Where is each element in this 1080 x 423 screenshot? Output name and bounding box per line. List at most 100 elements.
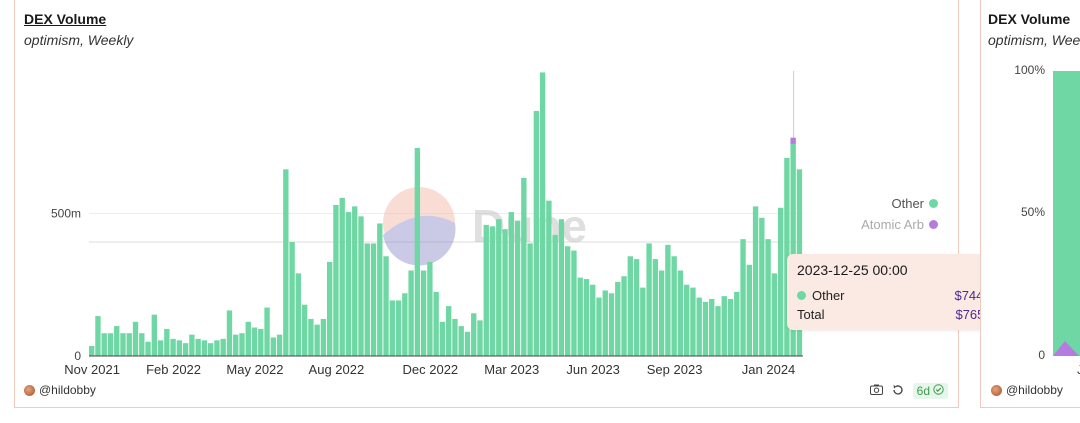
bar-other[interactable] [402,293,408,356]
bar-other[interactable] [702,301,709,356]
bar-other[interactable] [345,212,352,356]
bar-other[interactable] [276,334,283,357]
bar-other[interactable] [721,296,727,356]
bar-other[interactable] [577,277,583,357]
bar-other[interactable] [295,273,302,356]
bar-other[interactable] [395,300,402,357]
bar-other[interactable] [521,177,527,357]
refresh-age-badge[interactable]: 6d [912,383,948,399]
bar-other[interactable] [696,297,702,356]
bar-other[interactable] [201,340,208,356]
bar-other[interactable] [665,244,671,356]
bar-other[interactable] [752,206,759,357]
bar-other[interactable] [464,331,471,356]
bar-other[interactable] [489,226,496,356]
bar-other[interactable] [446,306,452,357]
bar-other[interactable] [734,291,740,357]
bar-other[interactable] [514,220,521,357]
bar-other[interactable] [684,284,690,356]
bar-other[interactable] [170,338,176,356]
bar-other[interactable] [208,343,214,356]
bar-other[interactable] [777,207,784,356]
bar-other[interactable] [383,256,389,356]
bar-other[interactable] [120,333,126,356]
bar-other[interactable] [477,320,483,357]
bar-other[interactable] [308,318,314,356]
chart-title[interactable]: DEX Volume [24,11,107,27]
bar-other[interactable] [283,169,289,356]
bar-other[interactable] [107,333,114,356]
bar-other[interactable] [640,287,646,356]
bar-other[interactable] [408,270,414,357]
bar-other[interactable] [270,337,276,356]
bar-other[interactable] [546,200,552,356]
bar-other[interactable] [746,264,752,356]
bar-other[interactable] [114,326,120,356]
bar-other[interactable] [596,297,602,356]
author-link[interactable]: @hildobby [24,383,96,397]
bar-other[interactable] [370,243,377,357]
bar-other[interactable] [571,250,577,356]
bar-other[interactable] [132,321,139,356]
bar-other[interactable] [189,334,195,357]
side-area-chart[interactable]: 100% 50% 0 J [981,0,1080,409]
bar-other[interactable] [195,338,201,356]
bar-other[interactable] [652,259,659,356]
bar-other[interactable] [314,324,320,356]
bar-other[interactable] [527,243,533,357]
side-chart-title[interactable]: DEX Volume [988,11,1071,27]
bar-other[interactable] [101,333,107,356]
bar-other[interactable] [358,216,364,356]
bar-other[interactable] [740,239,746,356]
bar-other[interactable] [602,290,608,356]
bar-other[interactable] [301,304,308,356]
bar-other[interactable] [483,224,489,356]
bar-other[interactable] [690,287,696,356]
bar-other[interactable] [471,313,477,356]
bar-other[interactable] [433,291,439,357]
bar-other[interactable] [95,316,101,356]
bar-other[interactable] [671,256,677,356]
camera-icon[interactable] [869,384,883,398]
bar-other[interactable] [539,72,546,357]
bar-other[interactable] [427,261,433,356]
bar-other[interactable] [633,259,640,356]
bar-other[interactable] [439,321,446,356]
bar-other[interactable] [452,318,458,356]
bar-other[interactable] [765,239,771,356]
bar-other[interactable] [258,328,264,356]
bar-other[interactable] [646,243,652,357]
bar-other[interactable] [677,270,684,357]
bar-other[interactable] [157,340,164,356]
bar-atomic-arb[interactable] [790,137,796,144]
bar-other[interactable] [126,333,132,356]
refresh-icon[interactable] [892,384,904,399]
legend-item-other[interactable]: Other [891,196,938,211]
bar-other[interactable] [784,157,790,356]
bar-other[interactable] [715,306,721,357]
bar-other[interactable] [352,206,358,357]
bar-other[interactable] [320,318,327,356]
bar-other[interactable] [89,346,95,356]
bar-other[interactable] [533,110,540,357]
bar-other[interactable] [583,279,590,356]
side-author-link[interactable]: @hildobby [991,383,1063,397]
bar-other[interactable] [364,243,370,357]
bar-other[interactable] [214,340,220,356]
bar-other[interactable] [502,229,508,357]
bar-other[interactable] [590,284,596,356]
bar-other[interactable] [377,223,383,356]
bar-other[interactable] [245,321,251,356]
bar-other[interactable] [771,273,778,356]
bar-other[interactable] [558,219,565,356]
legend-item-atomic-arb[interactable]: Atomic Arb [861,217,938,232]
bar-other[interactable] [151,314,157,357]
bar-other[interactable] [496,219,502,356]
bar-other[interactable] [508,212,514,356]
bar-other[interactable] [621,276,627,356]
bar-other[interactable] [327,261,333,356]
bar-other[interactable] [233,334,239,357]
bar-other[interactable] [458,326,464,356]
bar-other[interactable] [709,299,715,356]
bar-other[interactable] [289,242,295,356]
